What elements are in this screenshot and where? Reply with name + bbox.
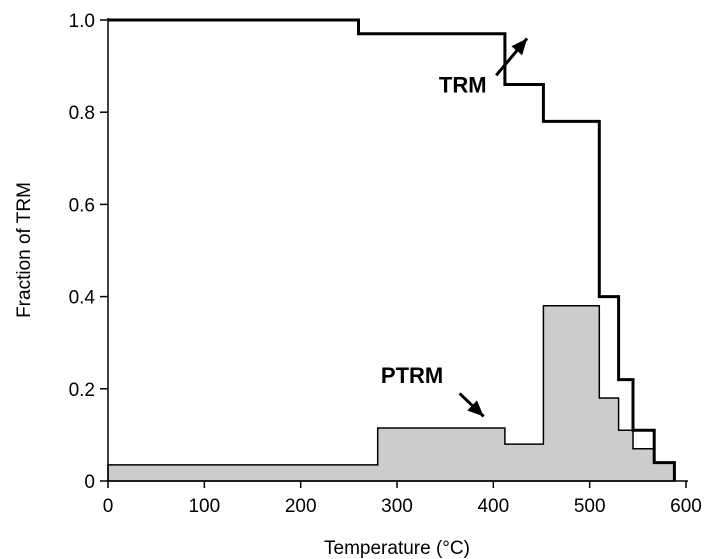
axes: 0 100 200 300 400 500 600 0 0.2 0.4 0.6 0.8 1.0 [69, 11, 702, 517]
x-tick-label: 400 [477, 496, 509, 517]
x-tick-label: 100 [188, 496, 220, 517]
annotation-trm-label: TRM [439, 73, 487, 98]
ptrm-series-layer [107, 305, 676, 482]
arrowhead-icon [467, 400, 484, 417]
x-axis-label: Temperature (°C) [324, 538, 470, 559]
x-tick-label: 0 [103, 496, 114, 517]
y-tick-label: 0 [84, 472, 95, 493]
y-tick-label: 0.6 [69, 195, 95, 216]
x-tick-label: 200 [285, 496, 317, 517]
y-axis-label: Fraction of TRM [14, 182, 35, 318]
x-tick-label: 300 [381, 496, 413, 517]
annotation-ptrm-label: PTRM [381, 363, 443, 388]
trm-step-line [108, 18, 676, 481]
arrowhead-icon [511, 38, 528, 56]
y-tick-label: 0.8 [69, 103, 95, 124]
trm-series-layer [108, 18, 676, 481]
y-tick-label: 0.4 [69, 288, 96, 309]
x-tick-label: 600 [670, 496, 702, 517]
y-tick-label: 0.2 [69, 380, 95, 401]
ptrm-area [107, 305, 676, 482]
annotations: TRM PTRM [381, 37, 529, 418]
x-tick-label: 500 [574, 496, 606, 517]
y-tick-label: 1.0 [69, 11, 95, 32]
